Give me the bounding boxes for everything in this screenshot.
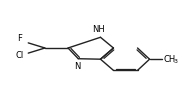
Text: CH: CH (163, 55, 176, 64)
Text: F: F (17, 34, 22, 43)
Text: N: N (74, 62, 80, 71)
Text: NH: NH (92, 25, 105, 34)
Text: Cl: Cl (15, 51, 24, 60)
Text: 3: 3 (174, 60, 178, 65)
